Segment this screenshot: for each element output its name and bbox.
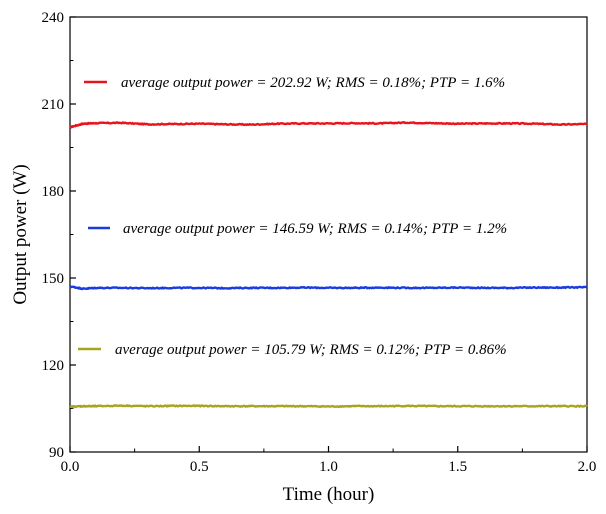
y-tick-label: 150 [42, 271, 65, 287]
series-lines [69, 120, 588, 409]
series-line-2 [69, 285, 588, 291]
y-tick-label: 90 [49, 445, 64, 461]
x-tick-label: 1.0 [319, 459, 338, 475]
y-tick-label: 210 [42, 97, 65, 113]
legend-label-2: average output power = 146.59 W; RMS = 0… [123, 221, 507, 237]
y-tick-label: 120 [42, 358, 65, 374]
x-tick-label: 1.5 [448, 459, 467, 475]
x-tick-label: 2.0 [578, 459, 597, 475]
x-tick-label: 0.5 [190, 459, 209, 475]
x-axis-title: Time (hour) [283, 484, 375, 505]
legend-label-3: average output power = 105.79 W; RMS = 0… [115, 342, 507, 358]
series-line-1 [69, 120, 588, 129]
series-line-3 [69, 404, 588, 409]
y-axis-title: Output power (W) [10, 164, 31, 304]
legend-label-1: average output power = 202.92 W; RMS = 0… [121, 75, 505, 91]
tick-labels: 0.0 0.5 1.0 1.5 2.0 90 120 150 180 210 240 [42, 10, 597, 475]
legend: average output power = 202.92 W; RMS = 0… [78, 75, 507, 358]
tick-marks [69, 16, 588, 453]
x-tick-label: 0.0 [61, 459, 80, 475]
y-tick-label: 180 [42, 184, 65, 200]
y-tick-label: 240 [42, 10, 65, 26]
